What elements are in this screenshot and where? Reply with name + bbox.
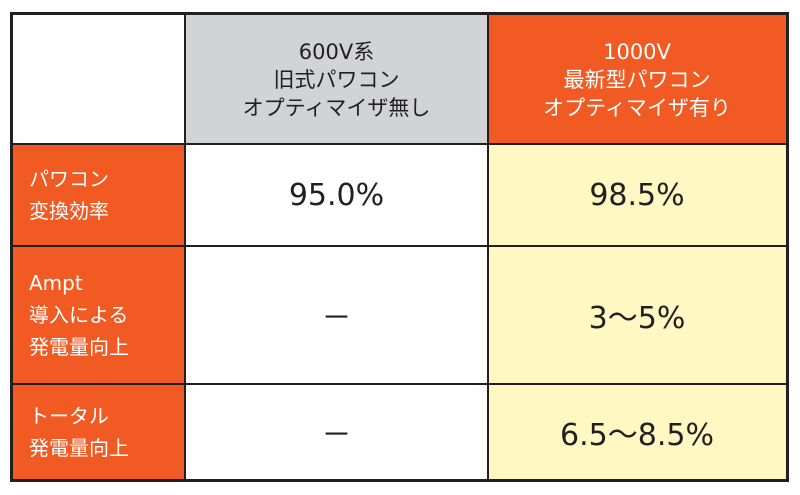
column-header-600v: 600V系 旧式パワコン オプティマイザ無し (185, 15, 488, 144)
cell-value: 98.5% (589, 177, 685, 213)
column-divider (184, 15, 186, 479)
row-header-total-gain: トータル 発電量向上 (13, 384, 185, 479)
row-header-conversion-efficiency: パワコン 変換効率 (13, 144, 185, 246)
table-cell: 3〜5% (488, 246, 786, 384)
row-header-label: トータル 発電量向上 (29, 403, 129, 460)
comparison-table: 600V系 旧式パワコン オプティマイザ無し 1000V 最新型パワコン オプテ… (10, 12, 789, 482)
corner-cell (13, 15, 185, 144)
column-header-1000v: 1000V 最新型パワコン オプティマイザ有り (488, 15, 786, 144)
table-cell: 95.0% (185, 144, 488, 246)
row-header-ampt-gain: Ampt 導入による 発電量向上 (13, 246, 185, 384)
table-cell: 6.5〜8.5% (488, 384, 786, 479)
table-cell: － (185, 384, 488, 479)
column-divider (487, 15, 489, 479)
column-header-600v-label: 600V系 旧式パワコン オプティマイザ無し (242, 39, 431, 120)
row-divider (13, 143, 786, 145)
table-cell: － (185, 246, 488, 384)
cell-value: － (321, 301, 352, 336)
cell-value: 95.0% (288, 177, 385, 213)
column-header-1000v-label: 1000V 最新型パワコン オプティマイザ有り (543, 39, 731, 120)
row-header-label: Ampt 導入による 発電量向上 (29, 271, 129, 359)
cell-value: 3〜5% (588, 301, 686, 336)
cell-value: 6.5〜8.5% (560, 417, 714, 453)
row-header-label: パワコン 変換効率 (29, 167, 109, 223)
table-cell: 98.5% (488, 144, 786, 246)
row-divider (13, 245, 786, 247)
row-divider (13, 383, 786, 385)
cell-value: － (321, 417, 352, 453)
